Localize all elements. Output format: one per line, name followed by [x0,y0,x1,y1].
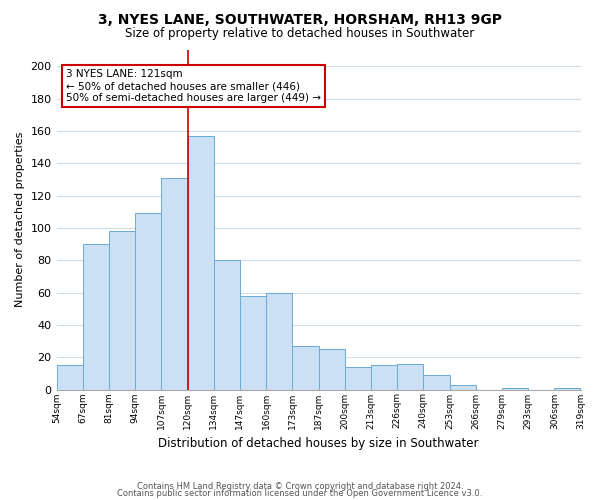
Bar [240,296,266,390]
Bar [554,388,580,390]
Text: 3, NYES LANE, SOUTHWATER, HORSHAM, RH13 9GP: 3, NYES LANE, SOUTHWATER, HORSHAM, RH13 … [98,12,502,26]
Text: 3 NYES LANE: 121sqm
← 50% of detached houses are smaller (446)
50% of semi-detac: 3 NYES LANE: 121sqm ← 50% of detached ho… [66,70,321,102]
Bar [449,384,476,390]
Bar [188,136,214,390]
Y-axis label: Number of detached properties: Number of detached properties [15,132,25,308]
Bar [56,366,83,390]
Text: Size of property relative to detached houses in Southwater: Size of property relative to detached ho… [125,28,475,40]
Bar [424,375,449,390]
Bar [371,366,397,390]
Bar [214,260,240,390]
Bar [345,367,371,390]
Bar [266,292,292,390]
Bar [502,388,528,390]
Bar [161,178,188,390]
Bar [109,231,135,390]
Bar [83,244,109,390]
Bar [135,214,161,390]
Bar [292,346,319,390]
X-axis label: Distribution of detached houses by size in Southwater: Distribution of detached houses by size … [158,437,479,450]
Text: Contains public sector information licensed under the Open Government Licence v3: Contains public sector information licen… [118,490,482,498]
Bar [319,349,345,390]
Bar [397,364,424,390]
Text: Contains HM Land Registry data © Crown copyright and database right 2024.: Contains HM Land Registry data © Crown c… [137,482,463,491]
